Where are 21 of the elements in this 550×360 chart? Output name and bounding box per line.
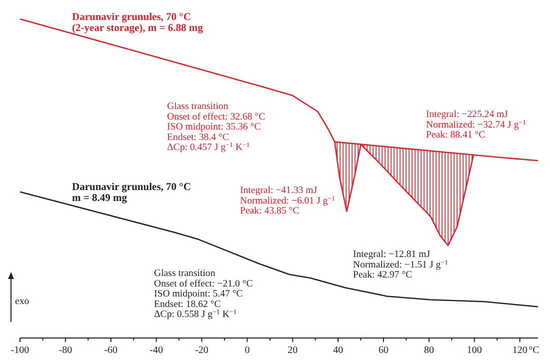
x-tick-label: 40 xyxy=(333,345,344,356)
x-tick-label: 100 xyxy=(466,345,482,356)
x-tick-label: -40 xyxy=(150,345,163,356)
x-tick-label: -80 xyxy=(58,345,72,356)
annotation: Glass transition Onset of effect: −21.0 °C ISO midpoint: 5.47 °C Endset: 18.62 °C ΔCp: 0.558 J g$^{−1}$ K$^{−1}$ xyxy=(154,268,253,320)
series-label: Darunavir grunules, 70 °C m = 8.49 mg xyxy=(72,182,191,204)
text: Integral: −225.24 mJ Normalized: −32.74 J g$^{−1}$ Peak: 88.41 °C xyxy=(426,109,526,141)
series-label: Darunavir grunules, 70 °C (2-year storage), m = 6.88 mg xyxy=(72,12,204,34)
x-tick-label: 0 xyxy=(244,345,250,356)
x-axis-title: °C xyxy=(528,345,540,356)
x-tick-label: 120 xyxy=(512,345,528,356)
x-tick-label: 60 xyxy=(378,345,389,356)
x-tick-label: -60 xyxy=(104,345,118,356)
annotation: exo xyxy=(15,296,30,307)
x-tick-label: 80 xyxy=(424,345,434,356)
x-tick-label: -20 xyxy=(195,345,208,356)
annotation: Glass transition Onset of effect: 32.68 °C ISO midpoint: 35.36 °C Endset: 38.4 °C ΔCp: 0.457 J g$^{−1}$ K$^{−1}$ xyxy=(167,101,266,154)
text: Integral: −12.81 mJ Normalized: −1.51 J g$^{−1}$ Peak: 42.97 °C xyxy=(353,249,448,281)
x-tick-label: -100 xyxy=(10,345,30,356)
text: Integral: −41.33 mJ Normalized: −6.01 J g$^{−1}$ Peak: 43.85 °C xyxy=(240,185,336,217)
x-tick-label: 20 xyxy=(288,345,298,356)
